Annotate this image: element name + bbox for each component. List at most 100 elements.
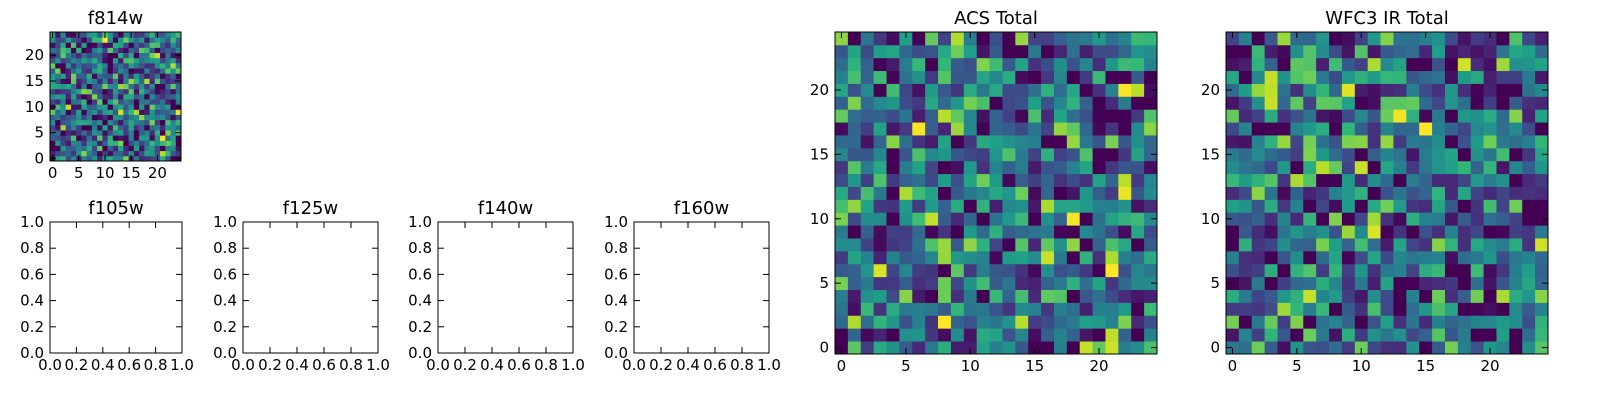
heatmap-cell [107, 78, 114, 84]
heatmap-cell [175, 42, 182, 48]
heatmap-cell [1303, 250, 1317, 265]
heatmap-cell [1380, 315, 1394, 329]
heatmap-cell [160, 52, 166, 59]
heatmap-cell [1341, 57, 1356, 72]
heatmap-cell [86, 32, 93, 38]
heatmap-cell [1303, 57, 1317, 72]
heatmap-cell [1496, 32, 1510, 46]
heatmap-cell [60, 140, 67, 146]
heatmap-cell [1444, 160, 1459, 175]
heatmap-cell [144, 140, 150, 146]
heatmap-cell [1144, 263, 1158, 278]
heatmap-cell [1470, 199, 1484, 213]
heatmap-cell [123, 47, 129, 54]
heatmap-cell [160, 47, 166, 54]
heatmap-cell [925, 186, 939, 200]
heatmap-cell [835, 32, 849, 46]
heatmap-cell [165, 88, 171, 95]
heatmap-cell [963, 32, 978, 46]
heatmap-cell [133, 135, 140, 141]
heatmap-cell [925, 250, 939, 265]
heatmap-cell [1329, 147, 1343, 162]
heatmap-cell [1341, 32, 1356, 46]
heatmap-cell [1264, 160, 1278, 175]
heatmap-cell [963, 147, 978, 162]
heatmap-cell [1380, 302, 1394, 316]
heatmap-cell [81, 52, 88, 59]
heatmap-cell [912, 147, 926, 162]
heatmap-cell [963, 341, 978, 355]
heatmap-cell [144, 109, 150, 115]
heatmap-cell [107, 130, 114, 136]
heatmap-cell [1290, 96, 1304, 110]
heatmap-cell [55, 155, 61, 162]
heatmap-cell [1251, 276, 1266, 290]
heatmap-cell [1496, 341, 1510, 355]
heatmap-cell [102, 140, 109, 146]
heatmap-cell [50, 62, 56, 69]
heatmap-cell [91, 109, 98, 115]
heatmap-cell [76, 37, 82, 43]
heatmap-cell [950, 289, 965, 303]
heatmap-cell [165, 99, 171, 105]
heatmap-cell [102, 93, 109, 100]
heatmap-cell [149, 155, 156, 162]
heatmap-cell [1406, 250, 1420, 265]
heatmap-cell [128, 57, 135, 64]
heatmap-cell [1290, 199, 1304, 213]
heatmap-cell [1444, 122, 1459, 136]
heatmap-cell [133, 119, 140, 126]
heatmap-cell [170, 83, 177, 90]
heatmap-cell [1277, 122, 1291, 136]
heatmap-cell [175, 135, 182, 141]
heatmap-cell [1238, 160, 1253, 175]
heatmap-cell [1483, 186, 1497, 200]
heatmap-cell [1105, 160, 1119, 175]
heatmap-cell [873, 289, 887, 303]
heatmap-cell [102, 47, 109, 54]
heatmap-cell [1367, 212, 1381, 226]
heatmap-cell [847, 147, 862, 162]
heatmap-cell [165, 68, 171, 74]
heatmap-cell [118, 140, 124, 146]
heatmap-cell [1329, 263, 1343, 278]
heatmap-cell [1419, 328, 1433, 342]
heatmap-cell [1002, 289, 1016, 303]
axes-frame [49, 221, 183, 354]
heatmap-cell [1092, 160, 1106, 175]
heatmap-cell [1522, 147, 1536, 162]
heatmap-cell [81, 62, 88, 69]
heatmap-cell [899, 341, 913, 355]
heatmap-cell [102, 109, 109, 115]
heatmap-cell [989, 147, 1003, 162]
heatmap-cell [835, 315, 849, 329]
heatmap-cell [1053, 96, 1068, 110]
heatmap-cell [886, 199, 900, 213]
heatmap-cell [989, 32, 1003, 46]
heatmap-cell [1092, 263, 1106, 278]
heatmap-cell [1406, 212, 1420, 226]
heatmap-cell [989, 186, 1003, 200]
heatmap-cell [835, 109, 849, 123]
heatmap-cell [1131, 44, 1145, 59]
heatmap-cell [1002, 135, 1016, 149]
heatmap-cell [1290, 122, 1304, 136]
heatmap-cell [1432, 276, 1446, 290]
heatmap-cell [175, 62, 182, 69]
heatmap-cell [81, 119, 88, 126]
heatmap-cell [139, 130, 145, 136]
heatmap-cell [70, 114, 77, 121]
heatmap-cell [102, 73, 109, 79]
heatmap-cell [91, 114, 98, 121]
heatmap-cell [55, 62, 61, 69]
heatmap-cell [860, 263, 875, 278]
heatmap-cell [1483, 302, 1497, 316]
heatmap-cell [1406, 225, 1420, 239]
heatmap-cell [175, 150, 182, 157]
heatmap-cell [91, 104, 98, 110]
heatmap-cell [912, 238, 926, 252]
x-tick-label: 1.0 [366, 356, 390, 374]
heatmap-cell [1444, 212, 1459, 226]
heatmap-cell [989, 83, 1003, 97]
heatmap-cell [76, 83, 82, 90]
